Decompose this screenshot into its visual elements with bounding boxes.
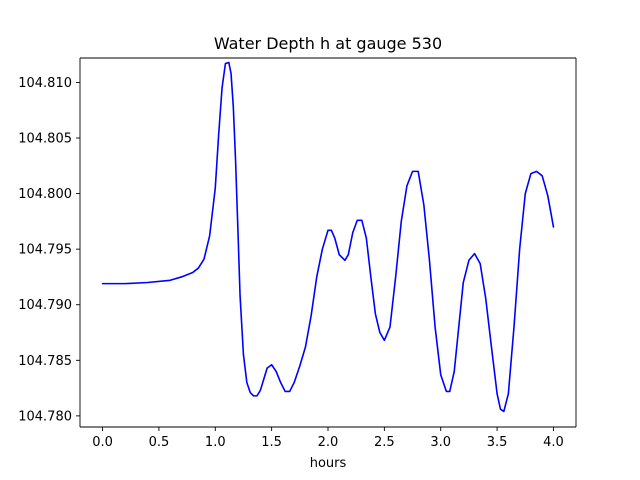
x-tick-label: 3.5	[487, 435, 508, 450]
series-layer	[101, 61, 555, 413]
x-axis-label: hours	[310, 456, 347, 471]
plot-background	[80, 58, 576, 427]
x-tick-label: 1.5	[261, 435, 282, 450]
x-axis: 0.0 0.5 1.0 1.5 2.0 2.5 3.0 3.5 4.0	[92, 427, 564, 450]
x-tick-label: 0.0	[92, 435, 113, 450]
x-tick-label: 0.5	[149, 435, 170, 450]
y-tick-label: 104.780	[18, 409, 72, 424]
y-tick-label: 104.795	[18, 243, 72, 258]
series-line-0	[101, 61, 555, 413]
x-tick-label: 2.0	[318, 435, 339, 450]
chart-title: Water Depth h at gauge 530	[214, 34, 442, 53]
y-tick-label: 104.785	[18, 354, 72, 369]
y-tick-label: 104.805	[18, 132, 72, 147]
x-tick-label: 2.5	[374, 435, 395, 450]
x-tick-label: 4.0	[543, 435, 564, 450]
y-axis: 104.780 104.785 104.790 104.795 104.800 104.8…	[18, 76, 80, 424]
plot-area	[79, 57, 577, 428]
y-tick-label: 104.800	[18, 187, 72, 202]
y-tick-label: 104.810	[18, 76, 72, 91]
x-tick-label: 3.0	[430, 435, 451, 450]
y-tick-label: 104.790	[18, 298, 72, 313]
x-tick-label: 1.0	[205, 435, 226, 450]
